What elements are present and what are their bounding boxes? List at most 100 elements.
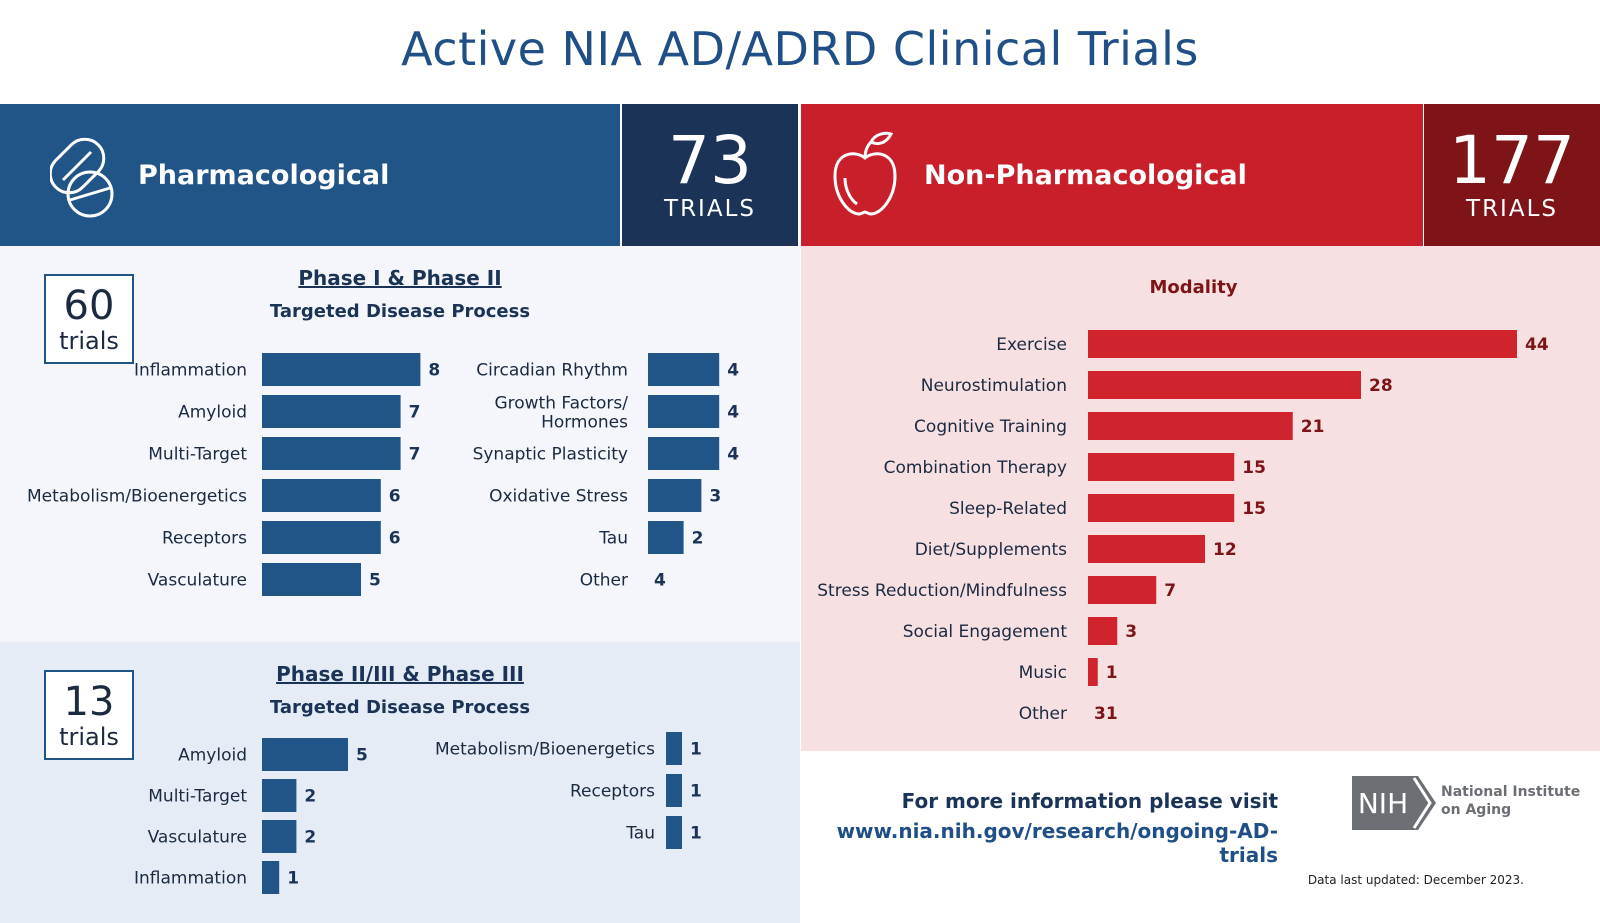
p1-left-bar-vasculature [262, 563, 361, 596]
pharmacological-header: Pharmacological [0, 104, 620, 246]
p3-left-label-multi-target: Multi-Target [148, 787, 247, 807]
p3-right-value-receptors: 1 [690, 782, 702, 802]
p3-left-value-vasculature: 2 [304, 828, 316, 848]
p3-left-label-vasculature: Vasculature [148, 828, 247, 848]
p1-left-bar-receptors [262, 521, 381, 554]
page-title: Active NIA AD/ADRD Clinical Trials [401, 22, 1199, 76]
modality-bar-combination-therapy [1088, 453, 1235, 481]
modality-value-exercise: 44 [1525, 335, 1549, 355]
p3-left-value-multi-target: 2 [304, 787, 316, 807]
p3-left-label-amyloid: Amyloid [178, 746, 247, 766]
modality-value-social-engagement: 3 [1125, 622, 1137, 642]
p1-left-label-inflammation: Inflammation [134, 361, 247, 381]
p3-left-value-amyloid: 5 [356, 746, 368, 766]
p3-right-bar-metabolism-bioenergetics [666, 732, 682, 765]
p3-left-bar-vasculature [262, 820, 297, 853]
pharmacological-count-word: TRIALS [664, 196, 756, 222]
non-pharmacological-count-word: TRIALS [1466, 196, 1558, 222]
modality-label-music: Music [1019, 663, 1067, 683]
modality-label-stress-reduction-mindfulness: Stress Reduction/Mindfulness [817, 581, 1067, 601]
p3-right-bar-receptors [666, 774, 682, 807]
p1-right-value-circadian-rhythm: 4 [727, 361, 739, 381]
p1-left-value-amyloid: 7 [409, 403, 421, 423]
p3-left-label-inflammation: Inflammation [134, 869, 247, 889]
modality-title: Modality [1149, 277, 1238, 298]
non-pharmacological-count: 177 [1449, 122, 1575, 199]
p3-right-label-tau: Tau [625, 824, 655, 844]
nih-logo-text: NIH [1358, 787, 1408, 820]
info-link[interactable]: www.nia.nih.gov/research/ongoing-AD-tria… [836, 819, 1278, 867]
modality-bar-neurostimulation [1088, 371, 1361, 399]
p1-right-label-circadian-rhythm: Circadian Rhythm [476, 361, 628, 381]
phase1-trials-count: 60 [63, 283, 115, 329]
p3-left-bar-amyloid [262, 738, 348, 771]
p1-left-bar-amyloid [262, 395, 401, 428]
p1-right-bar-growth-factors-hormones [648, 395, 720, 428]
modality-value-neurostimulation: 28 [1369, 376, 1393, 396]
p1-right-label-tau: Tau [598, 529, 628, 549]
phase1-title: Phase I & Phase II [298, 266, 502, 290]
p1-right-label-growth-factors-hormones: Growth Factors/Hormones [494, 394, 628, 433]
p1-right-bar-oxidative-stress [648, 479, 702, 512]
modality-label-neurostimulation: Neurostimulation [921, 376, 1067, 396]
info-text: For more information please visit [901, 789, 1278, 813]
modality-value-combination-therapy: 15 [1242, 458, 1266, 478]
p3-right-value-metabolism-bioenergetics: 1 [690, 740, 702, 760]
p3-right-label-receptors: Receptors [570, 782, 655, 802]
p1-left-value-metabolism-bioenergetics: 6 [389, 487, 401, 507]
p1-left-label-vasculature: Vasculature [148, 571, 247, 591]
p1-left-value-multi-target: 7 [409, 445, 421, 465]
p1-left-bar-metabolism-bioenergetics [262, 479, 381, 512]
p1-right-value-synaptic-plasticity: 4 [727, 445, 739, 465]
modality-bar-cognitive-training [1088, 412, 1293, 440]
phase3-subtitle: Targeted Disease Process [269, 697, 531, 718]
phase3-trials-word: trials [59, 723, 119, 751]
modality-label-sleep-related: Sleep-Related [949, 499, 1067, 519]
agency-name: National Institute on Aging [1441, 783, 1580, 819]
phase3-trials-box: 13 trials [44, 670, 134, 760]
agency-name-line2: on Aging [1441, 802, 1512, 818]
p3-left-bar-inflammation [262, 861, 280, 894]
modality-value-diet-supplements: 12 [1213, 540, 1237, 560]
modality-label-social-engagement: Social Engagement [903, 622, 1068, 642]
pharmacological-label: Pharmacological [138, 160, 390, 191]
modality-bar-exercise [1088, 330, 1517, 358]
phase1-trials-box: 60 trials [44, 274, 134, 364]
nih-logo-icon: NIH [1352, 776, 1436, 830]
pharmacological-count-box: 73 TRIALS [622, 104, 798, 246]
p1-left-label-amyloid: Amyloid [178, 403, 247, 423]
modality-label-combination-therapy: Combination Therapy [884, 458, 1067, 478]
p1-left-bar-multi-target [262, 437, 401, 470]
p1-left-value-receptors: 6 [389, 529, 401, 549]
non-pharmacological-count-box: 177 TRIALS [1424, 104, 1600, 246]
modality-bar-diet-supplements [1088, 535, 1205, 563]
p1-right-bar-circadian-rhythm [648, 353, 720, 386]
p1-left-bar-inflammation [262, 353, 421, 386]
non-pharmacological-header: Non-Pharmacological [801, 104, 1423, 246]
p1-right-label-oxidative-stress: Oxidative Stress [489, 487, 628, 507]
p3-right-bar-tau [666, 816, 682, 849]
non-pharmacological-label: Non-Pharmacological [924, 160, 1247, 191]
modality-bar-stress-reduction-mindfulness [1088, 576, 1157, 604]
modality-value-other: 31 [1094, 704, 1118, 724]
phase3-section: 13 trials Phase II/III & Phase III Targe… [0, 642, 800, 923]
modality-bar-music [1088, 658, 1098, 686]
p1-right-value-growth-factors-hormones: 4 [727, 403, 739, 423]
info-section: For more information please visit www.ni… [801, 751, 1600, 923]
phase1-subtitle: Targeted Disease Process [269, 301, 531, 322]
p1-right-label-synaptic-plasticity: Synaptic Plasticity [473, 445, 628, 465]
p1-right-value-tau: 2 [692, 529, 704, 549]
p1-right-label-other: Other [580, 571, 628, 591]
phase3-trials-count: 13 [63, 679, 115, 725]
phase1-trials-word: trials [59, 327, 119, 355]
p1-left-label-multi-target: Multi-Target [148, 445, 247, 465]
modality-label-cognitive-training: Cognitive Training [914, 417, 1067, 437]
p3-right-value-tau: 1 [690, 824, 702, 844]
data-updated-note: Data last updated: December 2023. [1307, 873, 1524, 887]
p1-left-label-metabolism-bioenergetics: Metabolism/Bioenergetics [27, 487, 247, 507]
pill-icon [50, 137, 114, 218]
modality-label-exercise: Exercise [996, 335, 1067, 355]
p3-left-value-inflammation: 1 [287, 869, 299, 889]
modality-value-stress-reduction-mindfulness: 7 [1164, 581, 1176, 601]
p1-left-label-receptors: Receptors [162, 529, 247, 549]
